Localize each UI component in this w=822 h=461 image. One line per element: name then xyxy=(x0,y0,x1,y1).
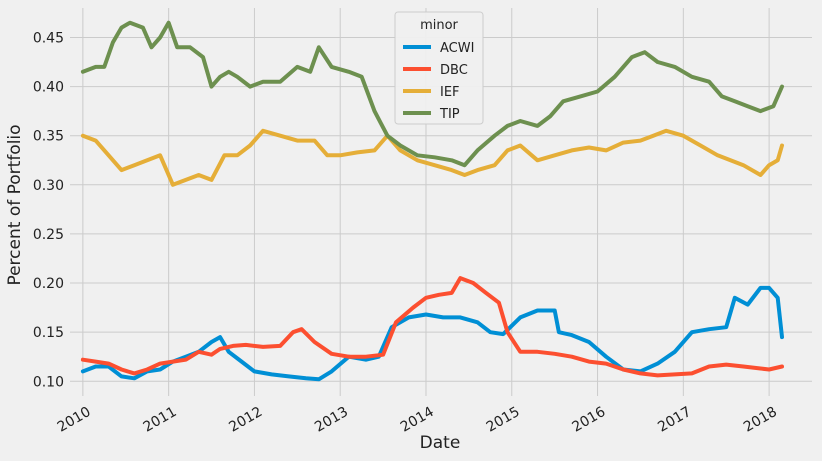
x-axis-label: Date xyxy=(420,433,461,453)
y-axis-ticks: 0.10 0.15 0.20 0.25 0.30 0.35 0.40 0.45 xyxy=(33,30,64,390)
series-lines xyxy=(80,20,784,382)
legend-label-tip: TIP xyxy=(439,107,460,122)
x-tick-label: 2012 xyxy=(226,404,265,436)
y-tick-label: 0.30 xyxy=(33,178,64,194)
legend-box xyxy=(394,11,484,125)
legend-title: minor xyxy=(420,18,458,33)
x-axis-ticks: 2010 2011 2012 2013 2014 2015 2016 2017 2018 xyxy=(55,404,780,436)
y-tick-label: 0.20 xyxy=(33,276,64,292)
legend: minor ACWI DBC IEF TIP xyxy=(394,11,484,125)
x-tick-label: 2013 xyxy=(312,404,351,436)
y-tick-label: 0.15 xyxy=(33,325,64,341)
series-line-ief xyxy=(80,128,784,187)
x-tick-label: 2018 xyxy=(741,404,780,436)
legend-label-acwi: ACWI xyxy=(440,41,474,56)
x-tick-label: 2016 xyxy=(569,404,608,436)
x-tick-label: 2015 xyxy=(484,404,523,436)
x-tick-label: 2010 xyxy=(55,404,94,436)
legend-items: ACWI DBC IEF TIP xyxy=(403,41,474,122)
y-tick-label: 0.40 xyxy=(33,80,64,96)
legend-label-dbc: DBC xyxy=(440,63,468,78)
x-tick-label: 2017 xyxy=(655,404,694,436)
y-axis-label: Percent of Portfolio xyxy=(5,124,25,285)
y-tick-label: 0.10 xyxy=(33,374,64,390)
series-line-tip xyxy=(80,20,784,168)
x-tick-label: 2011 xyxy=(141,404,180,436)
series-line-dbc xyxy=(80,276,784,378)
y-tick-label: 0.45 xyxy=(33,30,64,46)
legend-label-ief: IEF xyxy=(440,85,460,100)
y-tick-label: 0.25 xyxy=(33,227,64,243)
y-tick-label: 0.35 xyxy=(33,129,64,145)
x-tick-label: 2014 xyxy=(398,404,437,436)
